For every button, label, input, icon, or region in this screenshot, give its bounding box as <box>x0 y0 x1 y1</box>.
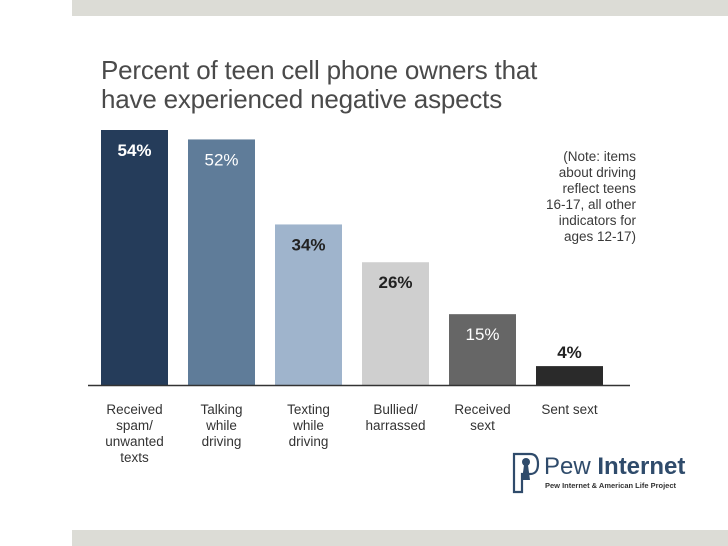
bar-5 <box>449 314 516 385</box>
category-label-2-line-3: driving <box>202 434 242 449</box>
bar-4 <box>362 262 429 385</box>
category-label-2: Talking while driving <box>200 402 242 449</box>
bar-6 <box>536 366 603 385</box>
chart-title-line-2: have experienced negative aspects <box>101 84 503 114</box>
logo-word-bold: Internet <box>597 453 686 480</box>
note-line-6: ages 12-17) <box>563 229 636 244</box>
category-label-5: Received sext <box>454 402 510 433</box>
pew-internet-logo: Pew Internet Pew Internet & American Lif… <box>510 450 685 498</box>
category-label-4: Bullied/harrassed <box>365 402 425 433</box>
logo-word-regular: Pew <box>544 453 598 480</box>
note-line-1: (Note: items <box>563 149 636 164</box>
bar-2 <box>188 139 255 385</box>
category-label-1-line-1: Received <box>106 402 162 417</box>
data-label-3: 34% <box>291 235 325 254</box>
category-label-1-line-4: texts <box>120 450 149 465</box>
category-label-1: Received spam/unwanted texts <box>105 402 164 465</box>
category-label-5-line-2: sext <box>470 418 495 433</box>
data-label-6: 4% <box>557 343 582 362</box>
category-label-4-line-1: Bullied/ <box>373 402 418 417</box>
data-label-1: 54% <box>117 141 151 160</box>
pew-keyhole-icon <box>512 452 540 494</box>
top-band <box>72 0 728 16</box>
note-line-2: about driving <box>558 165 636 180</box>
category-label-2-line-1: Talking <box>200 402 242 417</box>
bottom-band <box>72 530 728 546</box>
data-label-4: 26% <box>378 273 412 292</box>
logo-subtitle: Pew Internet & American Life Project <box>545 481 677 490</box>
data-label-2: 52% <box>204 150 238 169</box>
chart-title-line-1: Percent of teen cell phone owners that <box>101 55 538 85</box>
category-label-4-line-2: harrassed <box>365 418 425 433</box>
category-label-3-line-2: while <box>292 418 324 433</box>
bar-3 <box>275 224 342 385</box>
chart-title: Percent of teen cell phone owners that h… <box>101 56 661 114</box>
logo-wordmark: Pew Internet <box>544 454 685 480</box>
category-label-1-line-2: spam/ <box>116 418 153 433</box>
category-label-1-line-3: unwanted <box>105 434 164 449</box>
chart-note: (Note: items about driving reflect teens… <box>476 149 636 245</box>
category-label-6: Sent sext <box>541 402 598 417</box>
category-label-3-line-3: driving <box>289 434 329 449</box>
note-line-4: 16-17, all other <box>545 197 636 212</box>
category-label-6-line-1: Sent sext <box>541 402 598 417</box>
category-label-3-line-1: Texting <box>287 402 330 417</box>
note-line-3: reflect teens <box>562 181 636 196</box>
category-label-5-line-1: Received <box>454 402 510 417</box>
category-label-2-line-2: while <box>205 418 237 433</box>
note-line-5: indicators for <box>558 213 636 228</box>
bar-1 <box>101 130 168 385</box>
category-label-3: Texting while driving <box>287 402 330 449</box>
data-label-5: 15% <box>465 325 499 344</box>
